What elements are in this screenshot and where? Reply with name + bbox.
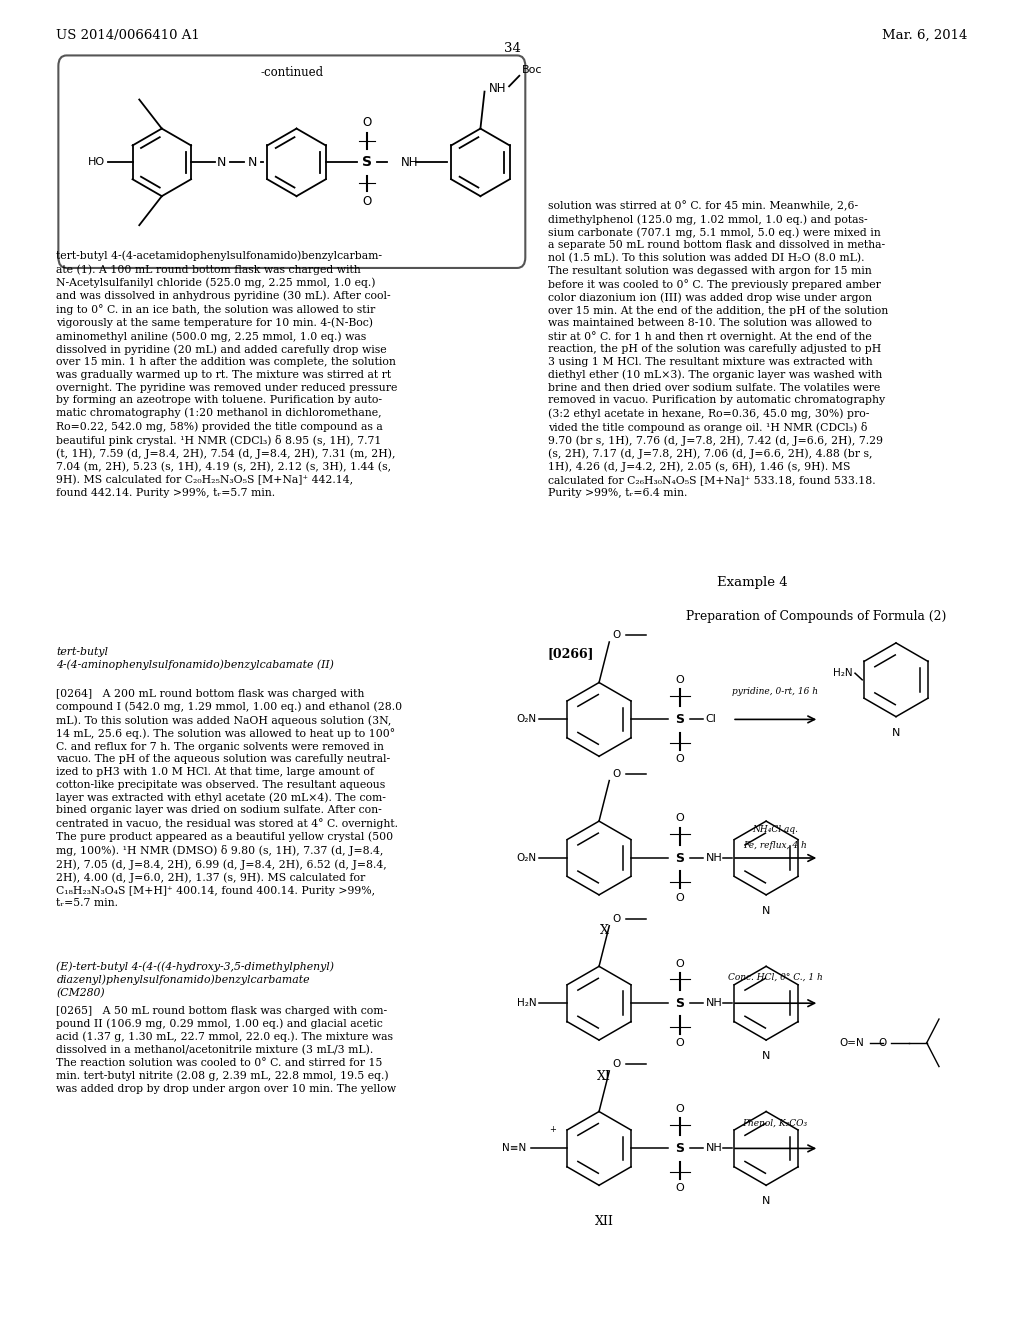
Text: US 2014/0066410 A1: US 2014/0066410 A1	[56, 29, 200, 42]
Text: O: O	[676, 813, 684, 824]
Text: Boc: Boc	[521, 66, 542, 75]
Text: O: O	[676, 1183, 684, 1193]
Text: O: O	[676, 675, 684, 685]
Text: N: N	[248, 156, 257, 169]
Text: O: O	[879, 1038, 887, 1048]
Text: HO: HO	[88, 157, 104, 168]
Text: Conc. HCl, 0° C., 1 h: Conc. HCl, 0° C., 1 h	[728, 973, 822, 982]
Text: [0265]   A 50 mL round bottom flask was charged with com-
pound II (106.9 mg, 0.: [0265] A 50 mL round bottom flask was ch…	[56, 1006, 396, 1094]
Text: O: O	[612, 1060, 621, 1069]
Text: NH: NH	[706, 1143, 723, 1154]
Text: XI: XI	[597, 1069, 611, 1082]
Text: solution was stirred at 0° C. for 45 min. Meanwhile, 2,6-
dimethylphenol (125.0 : solution was stirred at 0° C. for 45 min…	[548, 201, 888, 498]
Text: S: S	[676, 997, 685, 1010]
Text: O: O	[676, 754, 684, 764]
Text: O: O	[676, 1104, 684, 1114]
Text: Example 4: Example 4	[718, 576, 787, 589]
Text: N: N	[762, 1196, 770, 1206]
Text: S: S	[676, 713, 685, 726]
Text: O: O	[676, 958, 684, 969]
Text: O: O	[676, 1038, 684, 1048]
Text: O=N: O=N	[840, 1038, 864, 1048]
Text: O: O	[362, 195, 372, 209]
Text: O: O	[612, 915, 621, 924]
Text: N: N	[892, 727, 900, 738]
Text: H₂N: H₂N	[517, 998, 537, 1008]
Text: (E)-tert-butyl 4-(4-((4-hydroxy-3,5-dimethylphenyl)
diazenyl)phenylsulfonamido)b: (E)-tert-butyl 4-(4-((4-hydroxy-3,5-dime…	[56, 961, 334, 998]
Text: XII: XII	[595, 1214, 613, 1228]
Text: NH: NH	[706, 998, 723, 1008]
Text: O₂N: O₂N	[516, 853, 537, 863]
Text: NH₄Cl aq.: NH₄Cl aq.	[753, 825, 798, 834]
Text: [0266]: [0266]	[548, 647, 594, 660]
Text: N: N	[762, 1051, 770, 1061]
Text: X: X	[600, 924, 608, 937]
Text: O: O	[612, 631, 621, 640]
Text: Fe, reflux, 4 h: Fe, reflux, 4 h	[743, 841, 807, 850]
Text: Mar. 6, 2014: Mar. 6, 2014	[883, 29, 968, 42]
Text: NH: NH	[706, 853, 723, 863]
Text: Cl: Cl	[706, 714, 717, 725]
Text: [0264]   A 200 mL round bottom flask was charged with
compound I (542.0 mg, 1.29: [0264] A 200 mL round bottom flask was c…	[56, 689, 402, 908]
Text: tert-butyl 4-(4-acetamidophenylsulfonamido)benzylcarbam-
ate (1). A 100 mL round: tert-butyl 4-(4-acetamidophenylsulfonami…	[56, 251, 397, 498]
Text: N: N	[762, 906, 770, 916]
Text: N≡N: N≡N	[502, 1143, 526, 1154]
Text: O: O	[612, 770, 621, 779]
Text: pyridine, 0-rt, 16 h: pyridine, 0-rt, 16 h	[732, 686, 818, 696]
Text: Preparation of Compounds of Formula (2): Preparation of Compounds of Formula (2)	[686, 610, 946, 623]
Text: H₂N: H₂N	[834, 668, 853, 678]
Text: O: O	[676, 892, 684, 903]
Text: NH: NH	[488, 82, 506, 95]
Text: NH: NH	[400, 156, 418, 169]
Text: +: +	[549, 1126, 556, 1134]
Text: S: S	[676, 851, 685, 865]
Text: tert-butyl
4-(4-aminophenylsulfonamido)benzylcabamate (II): tert-butyl 4-(4-aminophenylsulfonamido)b…	[56, 647, 334, 671]
Text: -continued: -continued	[260, 66, 324, 79]
Text: 34: 34	[504, 42, 520, 55]
Text: O₂N: O₂N	[516, 714, 537, 725]
Text: S: S	[361, 156, 372, 169]
FancyBboxPatch shape	[58, 55, 525, 268]
Text: O: O	[362, 116, 372, 129]
Text: Phenol, K₂CO₃: Phenol, K₂CO₃	[742, 1118, 808, 1127]
Text: S: S	[676, 1142, 685, 1155]
Text: N: N	[217, 156, 226, 169]
